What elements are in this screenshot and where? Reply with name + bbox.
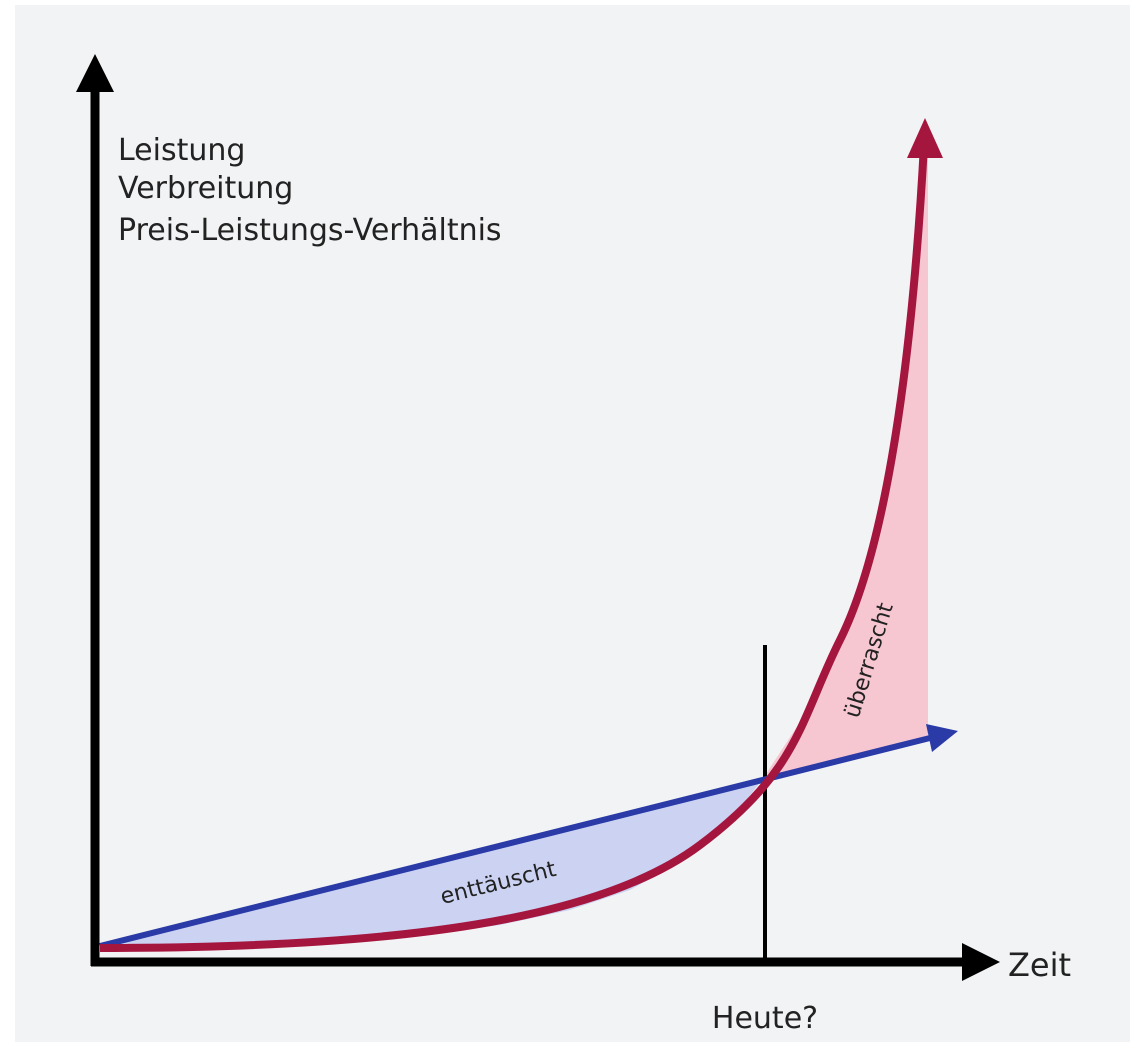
- linear-arrowhead: [926, 724, 958, 752]
- today-label: Heute?: [712, 1001, 818, 1036]
- x-axis-arrowhead: [962, 943, 1000, 981]
- y-label: Verbreitung: [118, 171, 293, 206]
- y-label: Preis-Leistungs-Verhältnis: [118, 213, 502, 248]
- y-axis-arrowhead: [76, 54, 114, 92]
- x-label: Zeit: [1008, 946, 1071, 984]
- exponential-curve: [99, 144, 928, 952]
- exponential-arrowhead: [907, 118, 943, 158]
- surprised-region: [762, 150, 928, 780]
- y-label: Leistung: [118, 133, 245, 168]
- linear-line: [99, 733, 939, 949]
